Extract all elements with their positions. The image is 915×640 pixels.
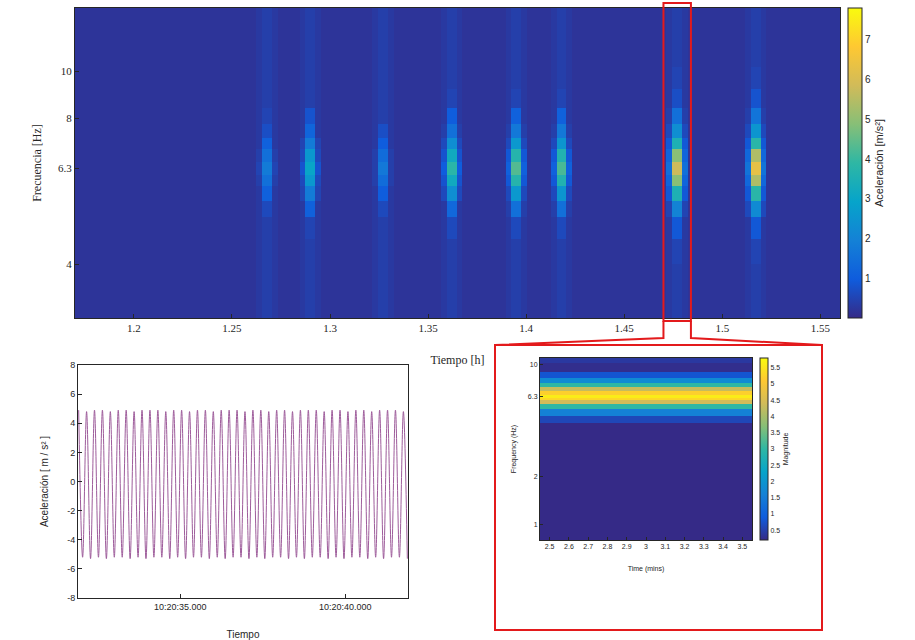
svg-text:6: 6 [70,389,75,399]
svg-text:6.3: 6.3 [58,162,72,174]
svg-text:4: 4 [70,418,75,428]
svg-text:1.4: 1.4 [519,322,533,334]
svg-text:3.3: 3.3 [699,543,709,550]
svg-text:0.5: 0.5 [770,527,780,534]
svg-text:4: 4 [66,258,72,270]
svg-text:5: 5 [770,380,774,387]
svg-text:-6: -6 [67,564,75,574]
svg-text:1.5: 1.5 [770,494,780,501]
svg-text:1.2: 1.2 [127,322,141,334]
svg-text:Aceleración [m/s²]: Aceleración [m/s²] [873,119,885,207]
svg-text:2: 2 [865,233,871,244]
svg-text:3: 3 [865,193,871,204]
svg-text:6: 6 [865,74,871,85]
svg-text:2.6: 2.6 [564,543,574,550]
svg-text:2.8: 2.8 [603,543,613,550]
svg-text:4: 4 [865,154,871,165]
svg-text:7: 7 [865,34,871,45]
svg-text:1.25: 1.25 [222,322,242,334]
svg-text:2.5: 2.5 [770,462,780,469]
svg-text:1: 1 [770,510,774,517]
svg-text:Aceleración [ m / s² ]: Aceleración [ m / s² ] [39,436,50,527]
svg-text:Magnitude: Magnitude [782,433,790,466]
svg-text:5.5: 5.5 [770,364,780,371]
svg-text:2.5: 2.5 [545,543,555,550]
svg-text:3.2: 3.2 [680,543,690,550]
svg-text:2: 2 [770,478,774,485]
svg-text:2: 2 [70,448,75,458]
svg-text:3: 3 [770,445,774,452]
svg-text:Frequency (Hz): Frequency (Hz) [510,425,518,473]
svg-text:6.3: 6.3 [528,393,538,400]
svg-text:Frecuencia [Hz]: Frecuencia [Hz] [30,124,44,202]
svg-text:1: 1 [534,521,538,528]
svg-text:1.3: 1.3 [323,322,337,334]
svg-text:1.45: 1.45 [615,322,635,334]
svg-text:1.55: 1.55 [811,322,831,334]
svg-text:10:20:35.000: 10:20:35.000 [154,602,207,612]
svg-text:-8: -8 [67,593,75,603]
svg-text:3.4: 3.4 [718,543,728,550]
svg-text:2: 2 [534,473,538,480]
svg-text:8: 8 [66,112,72,124]
svg-text:4: 4 [770,413,774,420]
svg-text:10:20:40.000: 10:20:40.000 [319,602,372,612]
svg-text:-2: -2 [67,506,75,516]
svg-text:4.5: 4.5 [770,397,780,404]
svg-text:1.35: 1.35 [418,322,438,334]
svg-text:3: 3 [644,543,648,550]
svg-text:8: 8 [70,360,75,370]
svg-text:1.5: 1.5 [715,322,729,334]
svg-text:10: 10 [530,361,538,368]
svg-text:2.9: 2.9 [622,543,632,550]
svg-text:5: 5 [865,114,871,125]
svg-text:-4: -4 [67,535,75,545]
svg-text:Tiempo [h]: Tiempo [h] [431,353,485,367]
svg-text:Time (mins): Time (mins) [628,565,665,573]
svg-text:3.5: 3.5 [737,543,747,550]
svg-text:0: 0 [70,477,75,487]
svg-text:Tiempo: Tiempo [227,629,260,640]
svg-text:3.1: 3.1 [660,543,670,550]
svg-text:1: 1 [865,273,871,284]
svg-text:2.7: 2.7 [583,543,593,550]
svg-text:10: 10 [61,65,73,77]
svg-text:3.5: 3.5 [770,429,780,436]
